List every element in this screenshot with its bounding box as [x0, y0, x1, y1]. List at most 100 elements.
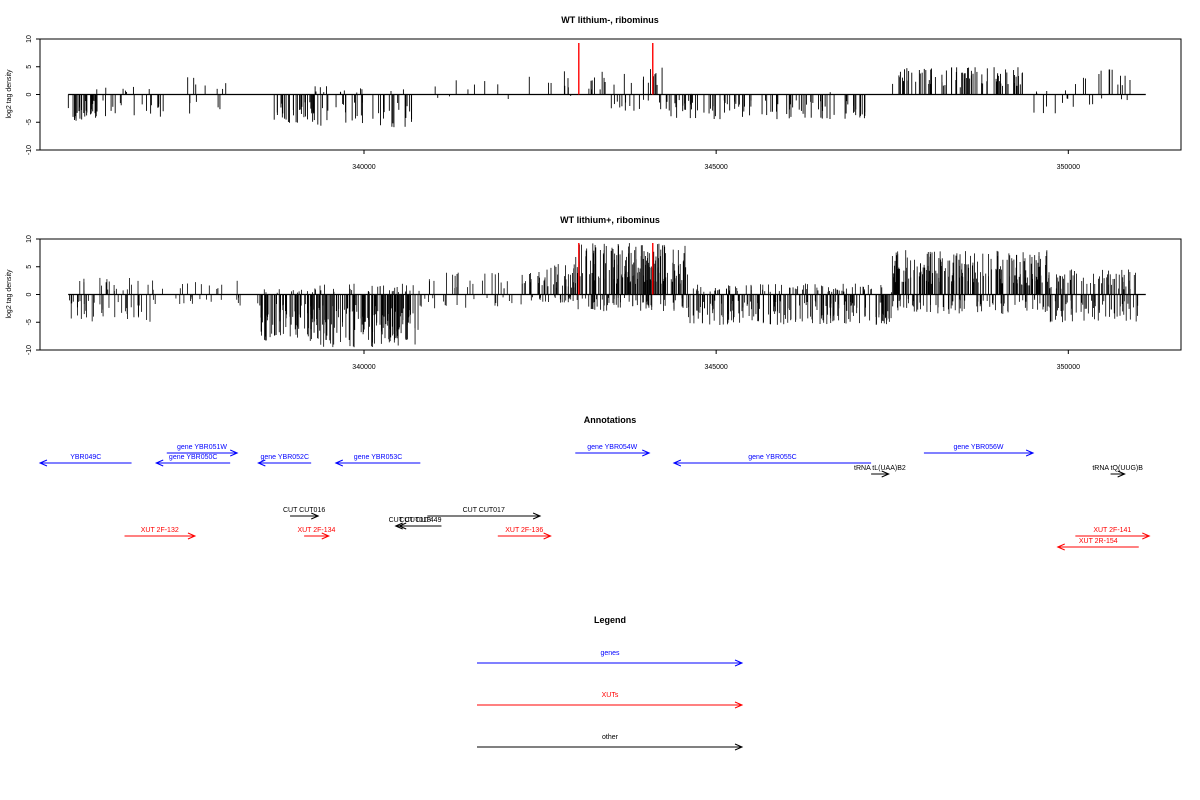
gene-label: gene YBR055C — [748, 454, 797, 461]
other-feature: tRNA tQ(UUG)B — [1092, 465, 1143, 478]
other-label: CUT CUT017 — [463, 507, 505, 514]
panel-title: WT lithium-, ribominus — [561, 15, 659, 25]
legend-items: genes XUTs other — [477, 650, 744, 751]
x-tick-label: 345000 — [704, 164, 727, 171]
gene-label: gene YBR053C — [354, 454, 403, 461]
other-feature: CUT CUT017 — [427, 507, 542, 520]
other-label: CUT CUT016 — [283, 507, 325, 514]
xut-label: XUT 2F-134 — [297, 527, 335, 534]
x-tick-label: 350000 — [1057, 364, 1080, 371]
xut-label: XUT 2F-136 — [505, 527, 543, 534]
other-label: CUT CUT449 — [399, 517, 441, 524]
other-label: tRNA tQ(UUG)B — [1092, 465, 1143, 472]
feature-arrowhead — [642, 449, 651, 457]
gene-feature: gene YBR054W — [575, 444, 651, 457]
feature-arrowhead — [311, 512, 320, 520]
gene-feature: YBR049C — [38, 454, 132, 467]
xut-feature: XUT 2R-154 — [1056, 538, 1139, 551]
other-feature: tRNA tL(UAA)B2 — [854, 465, 906, 478]
legend-item: genes — [477, 650, 744, 667]
feature-arrowhead — [1117, 470, 1126, 478]
feature-arrowhead — [881, 470, 890, 478]
y-tick-label: -10 — [26, 145, 33, 155]
y-tick-label: -10 — [26, 345, 33, 355]
y-axis-label: log2 tag density — [6, 69, 13, 119]
other-feature: CUT CUT016 — [283, 507, 325, 520]
xut-feature: XUT 2F-132 — [124, 527, 197, 540]
legend-item: other — [477, 734, 744, 751]
x-axis: 340000 345000 350000 — [352, 150, 1080, 171]
marker-lines — [578, 243, 654, 295]
gene-feature: gene YBR052C — [257, 454, 312, 467]
y-tick-label: -5 — [26, 119, 33, 125]
legend-label: XUTs — [602, 692, 619, 699]
gene-label: YBR049C — [70, 454, 101, 461]
panel-title: WT lithium+, ribominus — [560, 215, 660, 225]
other-label: CUT CUT018 — [389, 517, 431, 524]
y-tick-label: 0 — [26, 292, 33, 296]
gene-label: gene YBR054W — [587, 444, 637, 451]
x-tick-label: 350000 — [1057, 164, 1080, 171]
gene-label: gene YBR051W — [177, 444, 227, 451]
marker-lines — [578, 43, 654, 95]
y-tick-label: 0 — [26, 92, 33, 96]
gene-label: gene YBR052C — [260, 454, 309, 461]
feature-arrowhead — [394, 522, 403, 530]
xut-feature: XUT 2F-136 — [497, 527, 552, 540]
feature-arrowhead — [1056, 543, 1065, 551]
gene-feature: gene YBR056W — [923, 444, 1035, 457]
y-tick-label: 10 — [26, 235, 33, 243]
y-tick-label: 5 — [26, 265, 33, 269]
feature-arrowhead — [1025, 449, 1035, 457]
feature-arrowhead — [334, 459, 344, 467]
gene-feature: gene YBR051W — [166, 444, 239, 457]
feature-arrowhead — [543, 532, 552, 540]
y-axis: 10 5 0 -5 -10 — [26, 35, 41, 155]
x-axis: 340000 345000 350000 — [352, 350, 1080, 371]
legend-title: Legend — [594, 615, 626, 625]
x-tick-label: 345000 — [704, 364, 727, 371]
gene-label: gene YBR050C — [169, 454, 218, 461]
legend-item: XUTs — [477, 692, 744, 709]
xut-feature: XUT 2F-134 — [297, 527, 336, 540]
y-tick-label: -5 — [26, 319, 33, 325]
annotation-features: YBR049C gene YBR051W gene YBR050C gene YBR0… — [38, 444, 1151, 551]
other-label: tRNA tL(UAA)B2 — [854, 465, 906, 472]
feature-arrowhead — [38, 459, 48, 467]
annotations-title: Annotations — [584, 415, 637, 425]
xut-label: XUT 2R-154 — [1079, 538, 1118, 545]
signal-bars — [67, 67, 1131, 128]
gene-feature: gene YBR055C — [672, 454, 872, 467]
feature-arrowhead — [734, 659, 744, 667]
gene-feature: gene YBR050C — [154, 454, 231, 467]
track-panel-lithium-minus: WT lithium-, ribominus log2 tag density … — [6, 15, 1182, 171]
y-axis: 10 5 0 -5 -10 — [26, 235, 41, 355]
xut-label: XUT 2F-132 — [141, 527, 179, 534]
feature-arrowhead — [257, 459, 266, 467]
feature-arrowhead — [734, 743, 744, 751]
y-tick-label: 5 — [26, 65, 33, 69]
xut-label: XUT 2F-141 — [1093, 527, 1131, 534]
annotations-panel: Annotations YBR049C gene YBR051W gene YBR0… — [38, 415, 1151, 551]
feature-arrowhead — [321, 532, 331, 540]
legend-label: other — [602, 734, 619, 741]
x-tick-label: 340000 — [352, 164, 375, 171]
xut-feature: XUT 2F-141 — [1075, 527, 1151, 540]
feature-arrowhead — [187, 532, 197, 540]
x-tick-label: 340000 — [352, 364, 375, 371]
feature-arrowhead — [1142, 532, 1151, 540]
track-panel-lithium-plus: WT lithium+, ribominus log2 tag density … — [6, 215, 1182, 371]
gene-feature: gene YBR053C — [334, 454, 421, 467]
feature-arrowhead — [230, 449, 239, 457]
legend-label: genes — [600, 650, 620, 657]
feature-arrowhead — [672, 459, 682, 467]
feature-arrowhead — [154, 459, 164, 467]
y-axis-label: log2 tag density — [6, 269, 13, 319]
other-feature: CUT CUT018 — [389, 517, 431, 530]
gene-label: gene YBR056W — [953, 444, 1003, 451]
feature-arrowhead — [532, 512, 542, 520]
feature-arrowhead — [734, 701, 744, 709]
legend: Legend genes XUTs other — [477, 615, 744, 751]
y-tick-label: 10 — [26, 35, 33, 43]
